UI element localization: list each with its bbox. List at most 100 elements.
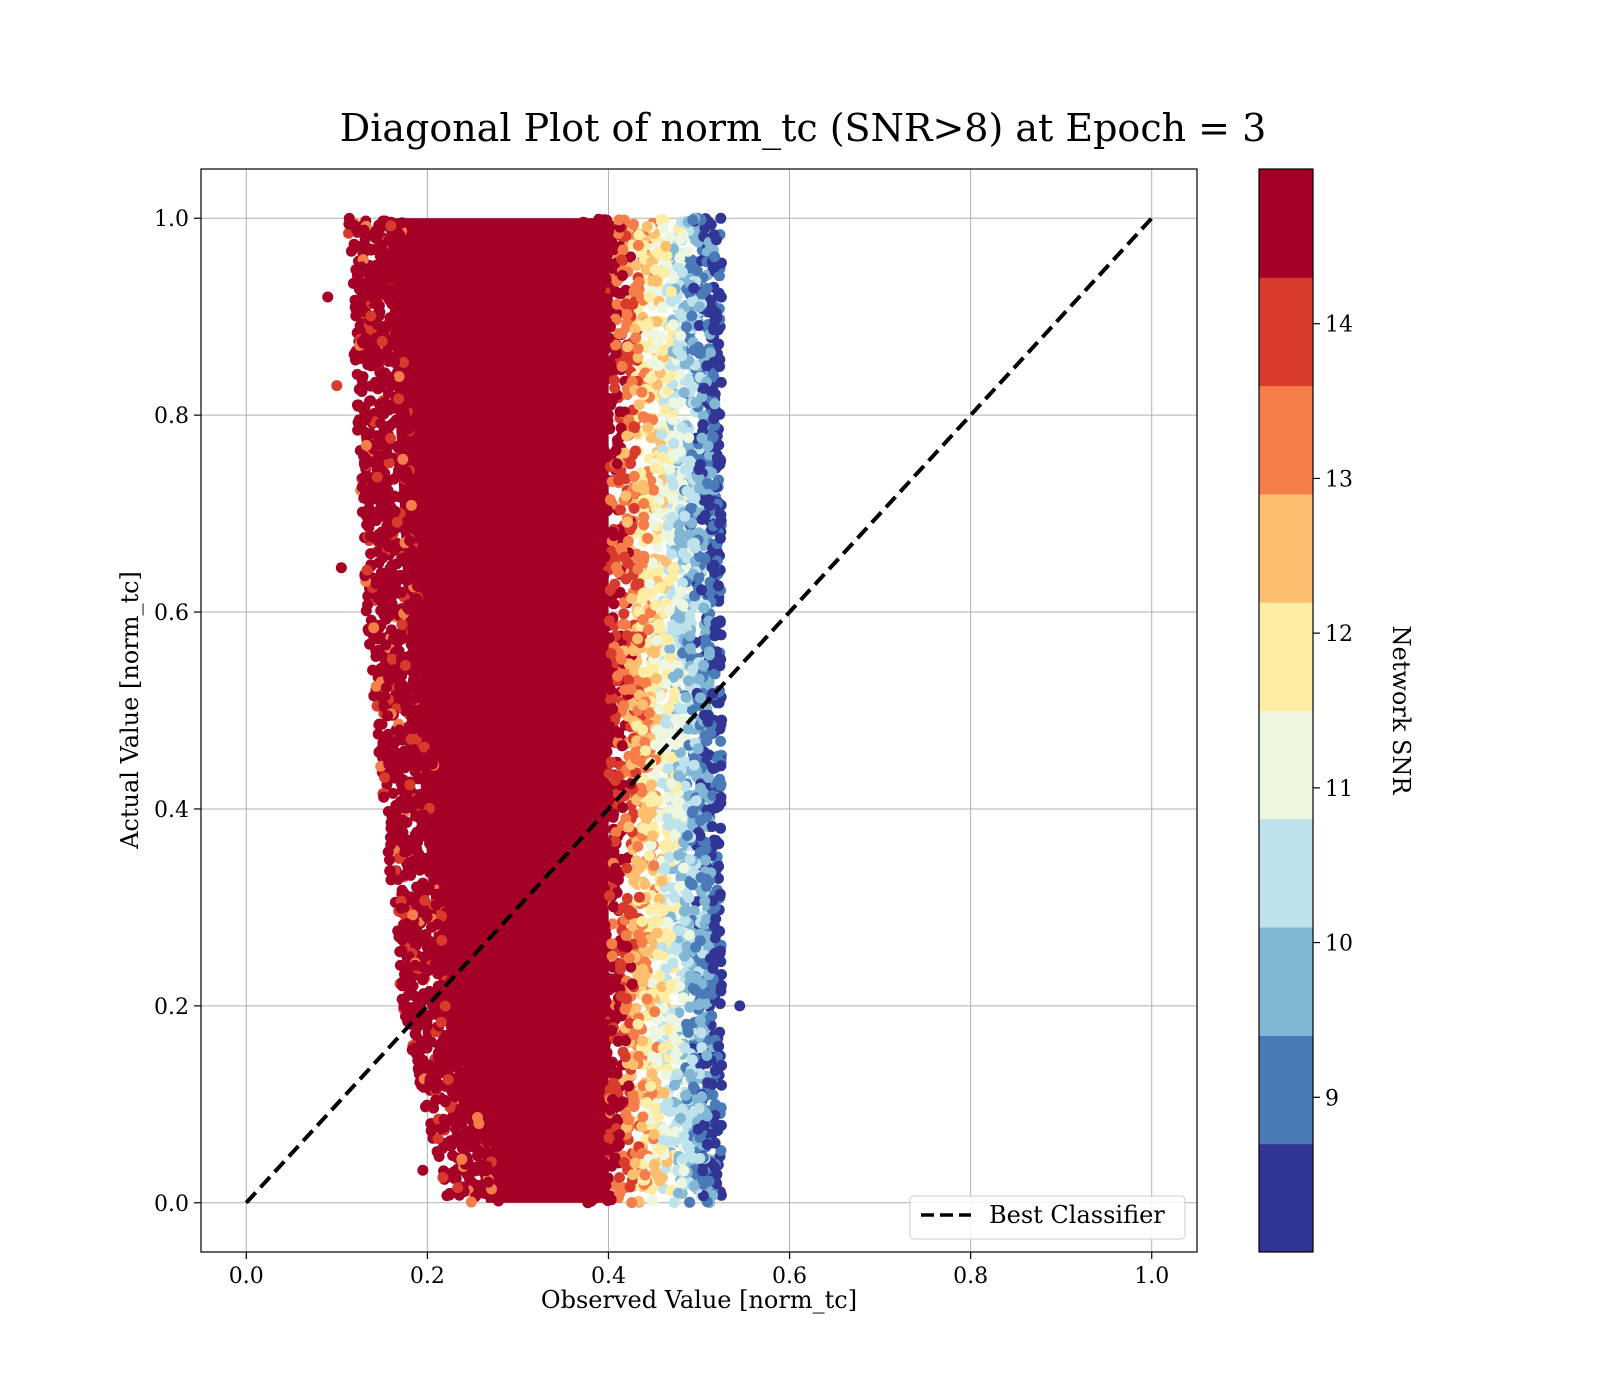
scatter-point	[441, 896, 452, 908]
scatter-point	[616, 254, 628, 266]
scatter-point	[421, 941, 433, 953]
scatter-point	[387, 787, 399, 799]
scatter-point	[385, 568, 397, 579]
scatter-point	[652, 566, 664, 578]
scatter-point	[678, 1130, 690, 1142]
scatter-point	[643, 707, 655, 719]
scatter-point	[581, 1140, 592, 1151]
scatter-point	[641, 221, 653, 232]
scatter-point	[454, 1020, 466, 1032]
scatter-point	[701, 1110, 713, 1122]
scatter-point	[647, 518, 659, 530]
scatter-point	[702, 1077, 714, 1089]
scatter-point	[377, 510, 389, 522]
scatter-point	[676, 623, 688, 634]
scatter-point	[630, 753, 642, 765]
scatter-point	[580, 879, 592, 891]
scatter-point	[701, 913, 713, 925]
scatter-point	[368, 630, 380, 642]
scatter-point	[361, 564, 373, 576]
scatter-point	[432, 1133, 444, 1145]
scatter-point	[628, 645, 640, 657]
scatter-point	[613, 1129, 625, 1141]
scatter-point	[715, 735, 727, 747]
scatter-point	[405, 752, 417, 764]
scatter-point	[630, 445, 641, 457]
scatter-point	[450, 1005, 462, 1017]
scatter-point	[672, 1187, 684, 1199]
scatter-point	[356, 385, 368, 396]
scatter-point	[425, 1125, 437, 1137]
scatter-point	[584, 520, 596, 532]
scatter-point	[632, 674, 644, 686]
scatter-point	[608, 598, 620, 610]
scatter-point	[619, 1051, 631, 1063]
scatter-point	[345, 245, 357, 257]
scatter-point	[593, 355, 605, 367]
scatter-point	[652, 247, 663, 259]
scatter-point	[645, 432, 657, 444]
scatter-point	[686, 310, 698, 322]
scatter-point	[395, 631, 407, 643]
scatter-point	[385, 432, 396, 444]
scatter-point	[379, 584, 391, 596]
scatter-point	[622, 852, 634, 864]
scatter-point	[679, 1042, 691, 1054]
scatter-point	[706, 467, 717, 479]
scatter-point	[639, 945, 651, 957]
scatter-point	[610, 862, 621, 874]
scatter-point	[359, 459, 370, 470]
scatter-point	[654, 1175, 666, 1187]
scatter-point	[403, 423, 415, 435]
scatter-point	[681, 941, 693, 952]
scatter-point	[688, 1081, 700, 1093]
scatter-point	[697, 410, 709, 422]
scatter-point	[622, 1114, 634, 1126]
scatter-point	[684, 1001, 696, 1013]
scatter-point	[713, 338, 725, 350]
scatter-point	[609, 313, 621, 325]
scatter-point	[615, 422, 627, 434]
scatter-point	[667, 671, 679, 683]
scatter-point	[587, 639, 599, 651]
scatter-point	[577, 1166, 588, 1178]
scatter-point	[619, 619, 631, 631]
scatter-point	[600, 929, 612, 941]
scatter-point	[694, 483, 706, 495]
scatter-point	[367, 664, 379, 676]
scatter-point	[647, 557, 658, 569]
scatter-point	[657, 1003, 669, 1015]
scatter-point	[617, 270, 628, 281]
scatter-point	[426, 1062, 438, 1074]
scatter-point	[432, 918, 443, 930]
scatter-point	[613, 474, 625, 486]
scatter-point	[396, 217, 408, 229]
scatter-point	[621, 862, 633, 874]
scatter-point	[452, 1182, 464, 1194]
scatter-point	[637, 1111, 649, 1123]
scatter-point	[436, 934, 448, 946]
scatter-point	[459, 1081, 471, 1093]
scatter-point	[414, 704, 425, 716]
scatter-point	[585, 289, 597, 301]
scatter-point	[599, 551, 611, 563]
scatter-point	[630, 260, 642, 272]
scatter-point	[411, 881, 423, 893]
scatter-point	[662, 916, 673, 928]
scatter-point	[599, 919, 611, 931]
scatter-point	[610, 347, 622, 359]
scatter-point	[432, 980, 444, 992]
scatter-point	[379, 734, 391, 746]
scatter-point	[664, 231, 676, 243]
scatter-point	[678, 950, 690, 962]
scatter-point	[695, 782, 706, 794]
scatter-point	[576, 868, 588, 880]
scatter-point	[377, 552, 389, 564]
scatter-point	[384, 865, 396, 877]
scatter-point	[407, 623, 419, 635]
scatter-point	[647, 1195, 659, 1207]
scatter-point	[674, 368, 686, 380]
scatter-point	[653, 618, 665, 630]
scatter-point	[713, 838, 725, 850]
scatter-point	[419, 1035, 431, 1046]
